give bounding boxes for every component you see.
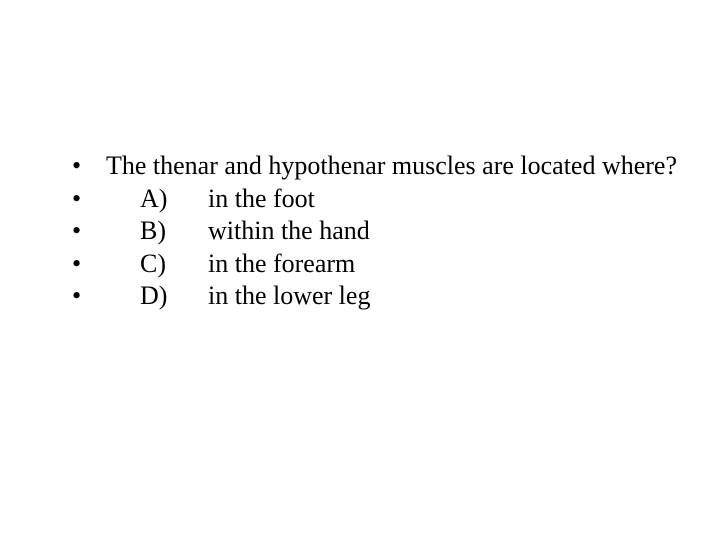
bullet-icon: •	[72, 280, 106, 313]
option-letter: C)	[140, 248, 208, 281]
question-text: The thenar and hypothenar muscles are lo…	[106, 150, 720, 183]
option-letter: D)	[140, 280, 208, 313]
bullet-icon: •	[72, 183, 106, 216]
option-row: • C) in the forearm	[72, 248, 720, 281]
option-letter: A)	[140, 183, 208, 216]
option-text: in the forearm	[208, 248, 720, 281]
bullet-icon: •	[72, 150, 106, 183]
option-row: • D) in the lower leg	[72, 280, 720, 313]
option-row: • B) within the hand	[72, 215, 720, 248]
bullet-icon: •	[72, 248, 106, 281]
option-row: • A) in the foot	[72, 183, 720, 216]
question-item: • The thenar and hypothenar muscles are …	[72, 150, 720, 183]
option-text: in the foot	[208, 183, 720, 216]
option-text: in the lower leg	[208, 280, 720, 313]
option-text: within the hand	[208, 215, 720, 248]
option-letter: B)	[140, 215, 208, 248]
bullet-icon: •	[72, 215, 106, 248]
